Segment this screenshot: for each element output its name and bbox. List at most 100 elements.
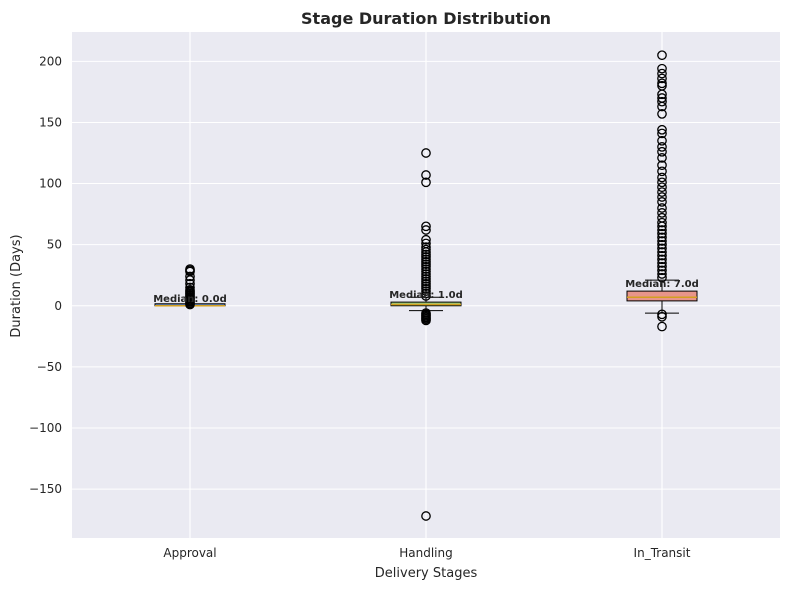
outlier-point	[421, 291, 431, 301]
outlier-point	[421, 269, 431, 279]
outlier-point	[657, 309, 667, 320]
x-axis-label: Delivery Stages	[375, 566, 478, 581]
outlier-point	[421, 283, 431, 294]
x-axis-ticks: Approval Handling In_Transit	[163, 546, 690, 560]
y-axis-ticks: −150 −100 −50 0 50 100 150 200	[29, 54, 62, 496]
outlier-point	[657, 63, 667, 74]
outlier-point	[421, 276, 431, 287]
outlier-point	[421, 252, 431, 262]
box-iqr	[626, 290, 698, 302]
outlier-point	[421, 254, 431, 265]
outlier-point	[657, 254, 667, 265]
outlier-point	[421, 264, 431, 274]
outlier-point	[421, 274, 431, 284]
outlier-point	[421, 221, 431, 232]
outlier-point	[657, 160, 667, 171]
outlier-point	[657, 153, 667, 163]
outlier-point	[421, 261, 431, 272]
x-tick-label: Approval	[163, 546, 216, 560]
outlier-point	[421, 249, 431, 260]
outlier-point	[421, 278, 431, 289]
outlier-point	[421, 259, 431, 270]
outlier-point	[185, 299, 195, 310]
outlier-point	[657, 311, 667, 322]
x-tick-label: Handling	[399, 546, 453, 560]
outlier-point	[657, 78, 667, 89]
y-tick-label: 150	[39, 115, 62, 129]
outlier-point	[657, 243, 667, 254]
box-group-in-transit: Median: 7.0d	[625, 50, 699, 332]
median-label: Median: 0.0d	[153, 294, 227, 305]
median-label: Median: 7.0d	[625, 279, 699, 290]
outlier-point	[657, 124, 667, 135]
outlier-point	[657, 192, 667, 202]
outlier-point	[657, 208, 667, 218]
outlier-point	[657, 272, 667, 283]
outlier-point	[657, 250, 667, 261]
outlier-point	[657, 228, 667, 239]
outlier-point	[185, 275, 195, 285]
box-group-handling: Median: 1.0d	[389, 148, 463, 521]
outlier-point	[657, 247, 667, 257]
outlier-point	[657, 265, 667, 276]
outlier-point	[421, 148, 431, 158]
y-tick-label: 100	[39, 177, 62, 191]
outlier-point	[657, 225, 667, 235]
outlier-point	[421, 511, 431, 521]
outlier-point	[421, 225, 431, 235]
outlier-point	[421, 247, 431, 257]
outlier-point	[421, 281, 431, 292]
outlier-point	[421, 244, 431, 255]
y-tick-label: 50	[47, 238, 62, 252]
outlier-point	[421, 177, 431, 188]
outlier-point	[657, 177, 667, 188]
box-series: Median: 0.0d Median: 1.0d Median: 7.0d	[153, 50, 699, 521]
outlier-point	[657, 101, 667, 112]
y-tick-label: −100	[29, 421, 62, 435]
outlier-point	[657, 50, 667, 61]
outlier-point	[421, 315, 431, 326]
y-tick-label: −150	[29, 482, 62, 496]
outlier-point	[421, 266, 431, 277]
outlier-point	[657, 269, 667, 279]
outlier-point	[657, 166, 667, 177]
outlier-point	[657, 142, 667, 152]
outlier-point	[421, 234, 431, 245]
outlier-point	[657, 135, 667, 146]
median-label: Median: 1.0d	[389, 290, 463, 301]
y-axis-label: Duration (Days)	[9, 234, 24, 337]
outlier-point	[657, 261, 667, 272]
y-tick-label: 0	[54, 299, 62, 313]
outlier-point	[657, 258, 667, 268]
outlier-point	[657, 73, 667, 84]
outlier-point	[657, 239, 667, 250]
outlier-point	[657, 217, 667, 228]
outlier-point	[657, 68, 667, 79]
outlier-point	[657, 128, 667, 139]
outlier-point	[657, 182, 667, 193]
outlier-point	[657, 321, 667, 332]
outlier-point	[657, 221, 667, 232]
outlier-point	[657, 109, 667, 119]
outlier-point	[657, 232, 667, 243]
outlier-point	[421, 170, 431, 180]
outlier-point	[421, 288, 431, 299]
x-tick-label: In_Transit	[634, 546, 691, 560]
outlier-point	[185, 271, 195, 282]
outlier-point	[657, 236, 667, 246]
outlier-point	[421, 286, 431, 296]
outlier-point	[657, 203, 667, 213]
outlier-point	[657, 146, 667, 157]
outlier-point	[657, 187, 667, 197]
outlier-point	[657, 197, 667, 207]
box-group-approval: Median: 0.0d	[153, 264, 227, 310]
outlier-point	[657, 89, 667, 100]
y-tick-label: 200	[39, 54, 62, 68]
outlier-point	[657, 96, 667, 107]
y-tick-label: −50	[37, 360, 62, 374]
outlier-point	[421, 271, 431, 282]
chart-title: Stage Duration Distribution	[301, 9, 551, 28]
outlier-point	[421, 256, 431, 267]
outlier-point	[657, 172, 667, 183]
